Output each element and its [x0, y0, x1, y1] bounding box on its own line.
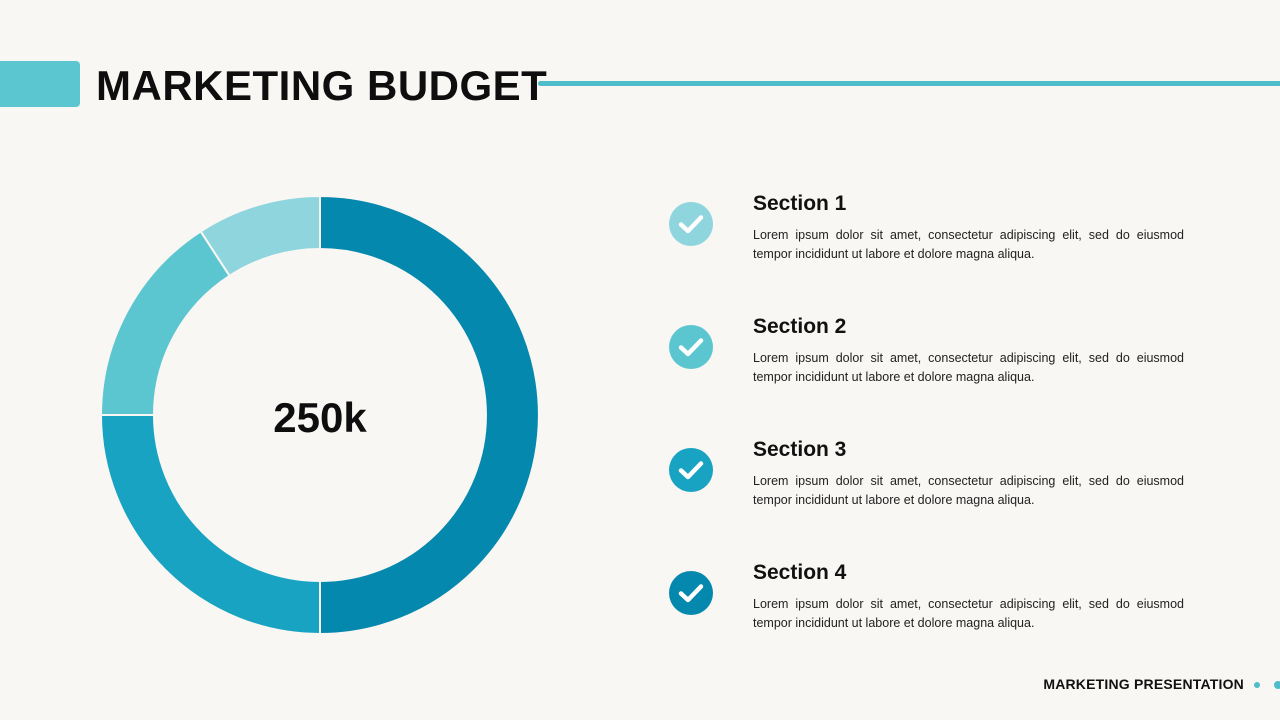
check-circle-bg: [669, 325, 713, 369]
donut-slice-4: [199, 194, 321, 278]
footer-label: MARKETING PRESENTATION: [1043, 676, 1244, 692]
check-circle-icon: [668, 570, 714, 616]
section-title: Section 2: [753, 315, 847, 338]
check-circle-icon: [668, 447, 714, 493]
section-item-2: Section 2 Lorem ipsum dolor sit amet, co…: [668, 313, 1188, 413]
section-item-1: Section 1 Lorem ipsum dolor sit amet, co…: [668, 190, 1188, 290]
title-accent-bar: [0, 61, 80, 107]
section-title: Section 1: [753, 192, 847, 215]
donut-chart: [99, 194, 540, 636]
section-title: Section 4: [753, 561, 847, 584]
donut-center-value: 250k: [273, 394, 367, 441]
check-circle-icon: [668, 324, 714, 370]
check-circle-icon: [668, 201, 714, 247]
check-circle-bg: [669, 571, 713, 615]
check-circle-bg: [669, 448, 713, 492]
check-circle-bg: [669, 202, 713, 246]
section-body: Lorem ipsum dolor sit amet, consectetur …: [753, 228, 1184, 261]
section-item-3: Section 3 Lorem ipsum dolor sit amet, co…: [668, 436, 1188, 536]
donut-slice-1: [319, 194, 540, 636]
title-divider-line: [538, 81, 1280, 86]
section-body: Lorem ipsum dolor sit amet, consectetur …: [753, 597, 1184, 630]
donut-slice-3: [99, 229, 231, 416]
footer-dot: [1254, 682, 1260, 688]
section-title: Section 3: [753, 438, 847, 461]
donut-slice-2: [99, 414, 321, 636]
section-body: Lorem ipsum dolor sit amet, consectetur …: [753, 351, 1184, 384]
section-body: Lorem ipsum dolor sit amet, consectetur …: [753, 474, 1184, 507]
page-title: MARKETING BUDGET: [96, 62, 548, 109]
section-item-4: Section 4 Lorem ipsum dolor sit amet, co…: [668, 559, 1188, 659]
footer-dot: [1274, 681, 1280, 689]
